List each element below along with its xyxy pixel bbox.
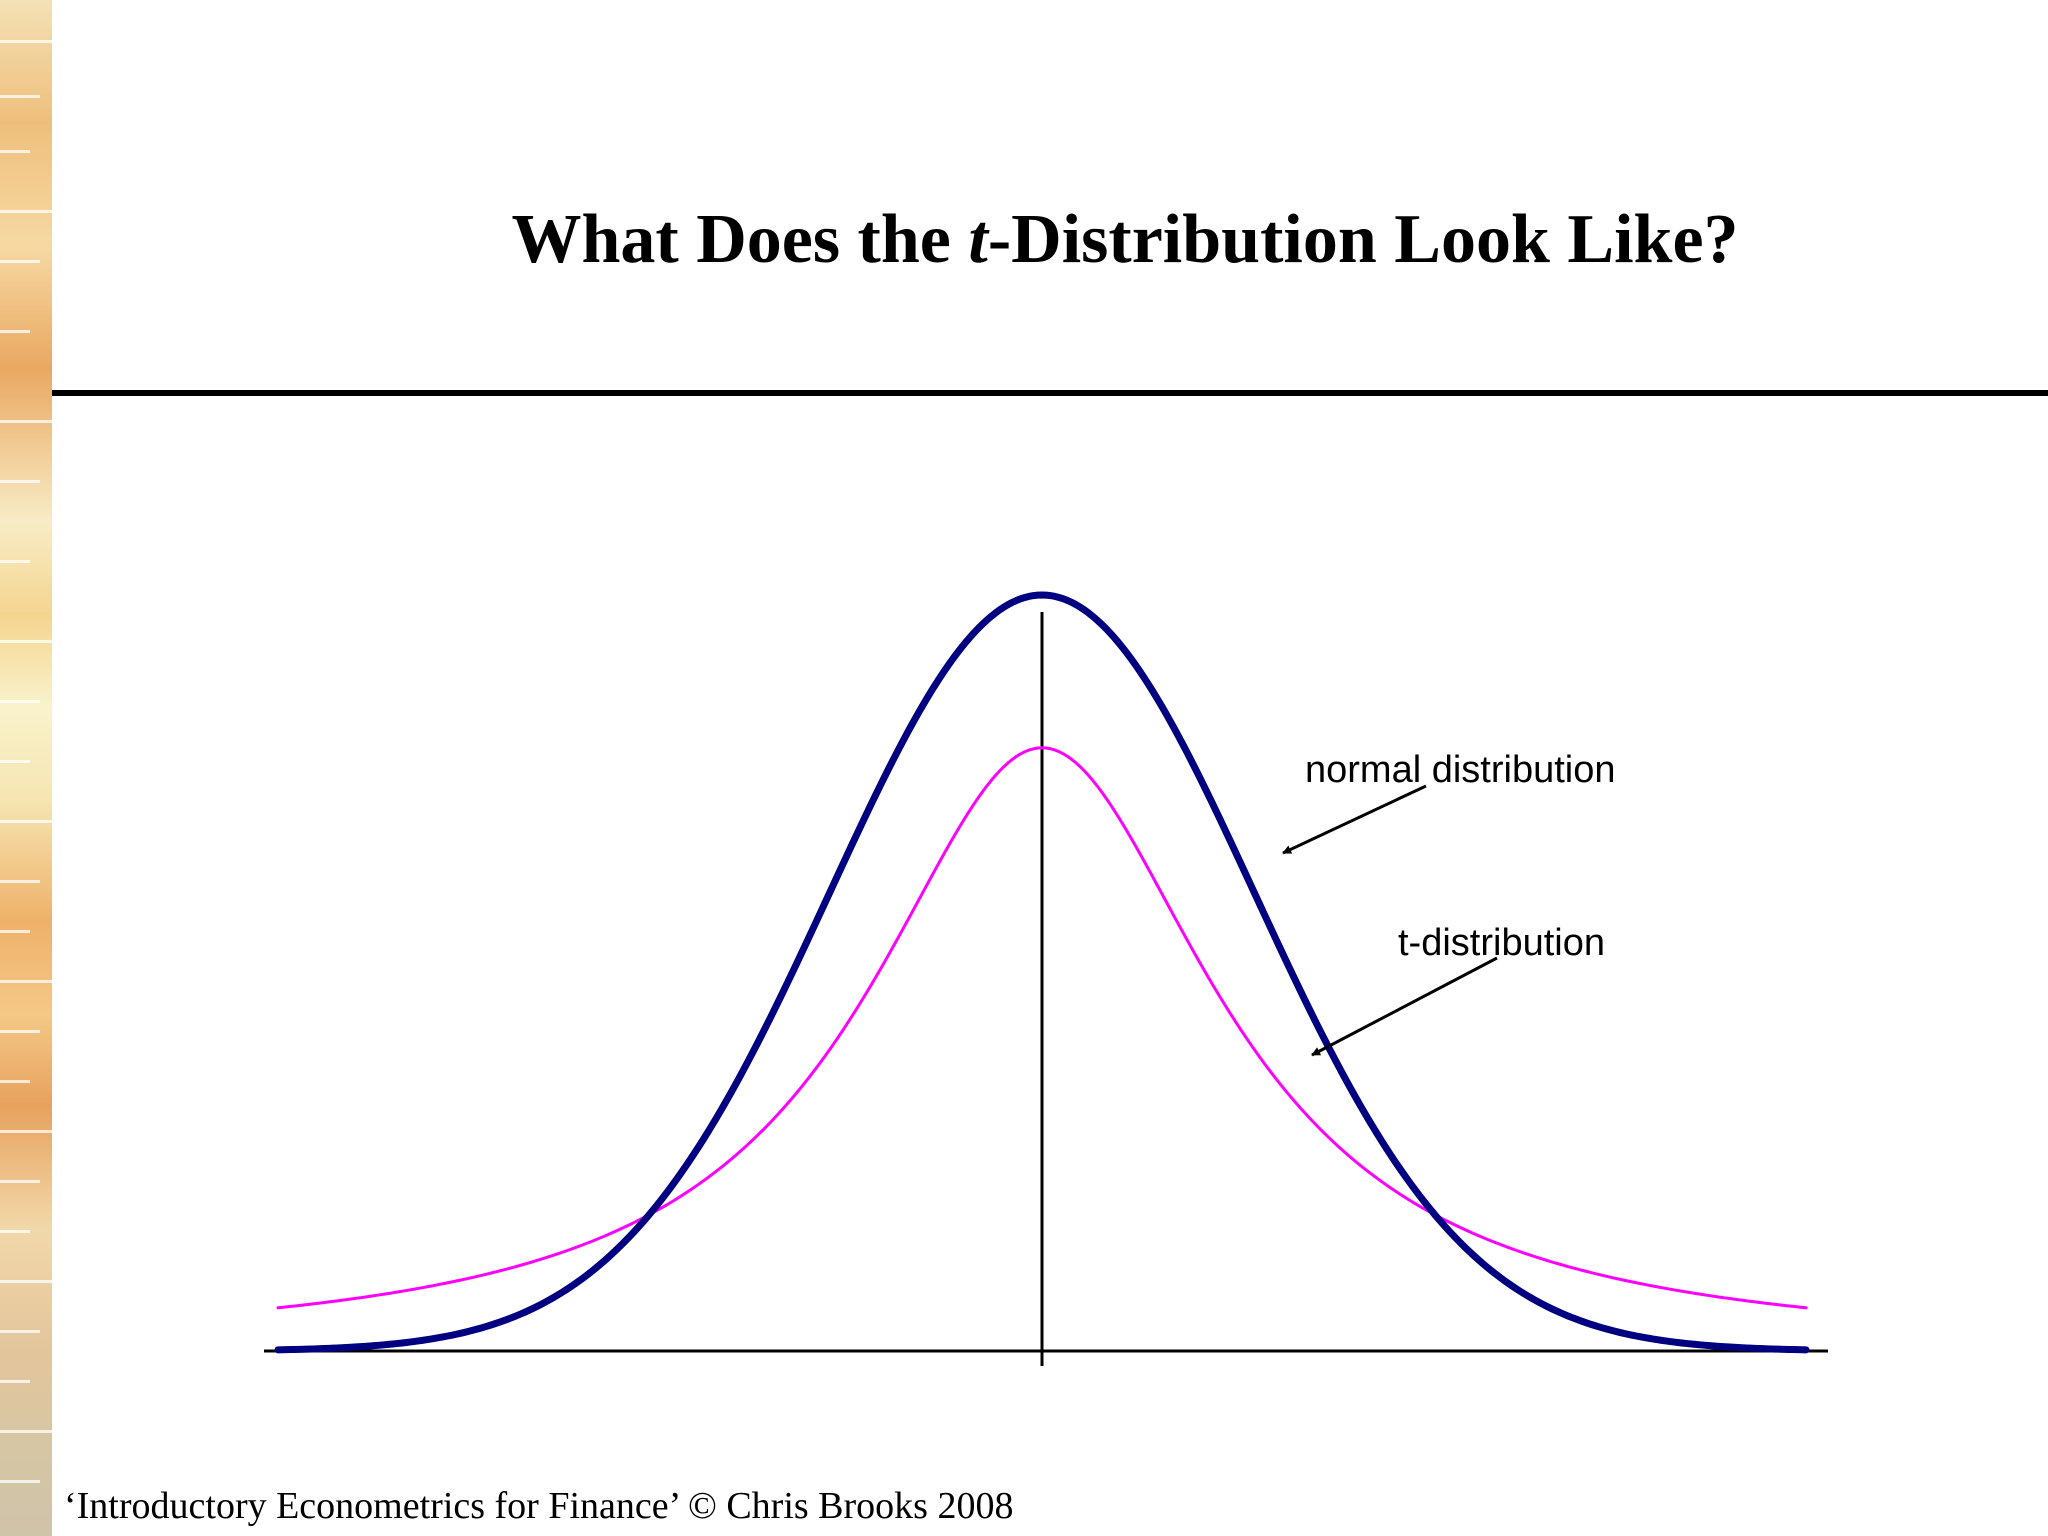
strip-stripe [0, 150, 30, 153]
series-line-normal-distribution [274, 591, 1810, 1354]
strip-stripe [0, 760, 30, 763]
strip-stripe [0, 700, 40, 703]
strip-stripe [0, 1230, 30, 1233]
strip-stripe [0, 95, 40, 98]
strip-stripe [0, 210, 52, 213]
strip-stripe [0, 1330, 40, 1333]
strip-stripe [0, 1080, 30, 1083]
annotation-label-t-distribution: t-distribution [1398, 922, 1605, 964]
strip-stripe [0, 640, 52, 643]
strip-stripe [0, 820, 52, 823]
series-line-t-distribution [276, 746, 1808, 1310]
strip-stripe [0, 880, 40, 883]
annotation-arrow-t-distribution [1311, 956, 1498, 1057]
decorative-side-strip [0, 0, 52, 1536]
slide-title: What Does the t-Distribution Look Like? [300, 200, 1950, 280]
annotation-arrow-normal-distribution [1282, 784, 1427, 855]
strip-stripe [0, 1280, 52, 1283]
strip-stripe [0, 1180, 40, 1183]
strip-stripe [0, 1480, 40, 1483]
footer-copyright: ‘Introductory Econometrics for Finance’ … [64, 1485, 1014, 1527]
strip-stripe [0, 330, 30, 333]
strip-stripe [0, 560, 30, 563]
strip-stripe [0, 480, 40, 483]
strip-stripe [0, 1030, 40, 1033]
annotation-label-normal-distribution: normal distribution [1305, 749, 1615, 791]
strip-stripe [0, 1130, 52, 1133]
strip-stripe [0, 260, 40, 263]
title-divider-line [52, 390, 2048, 396]
strip-stripe [0, 980, 52, 983]
strip-stripe [0, 40, 52, 43]
slide-title-end: -Distribution Look Like? [987, 201, 1739, 278]
slide-title-start: What Does the [511, 201, 969, 278]
strip-stripe [0, 1430, 52, 1433]
strip-stripe [0, 930, 30, 933]
slide-title-italic-t: t [968, 201, 988, 278]
strip-stripe [0, 1380, 30, 1383]
strip-stripe [0, 420, 52, 423]
